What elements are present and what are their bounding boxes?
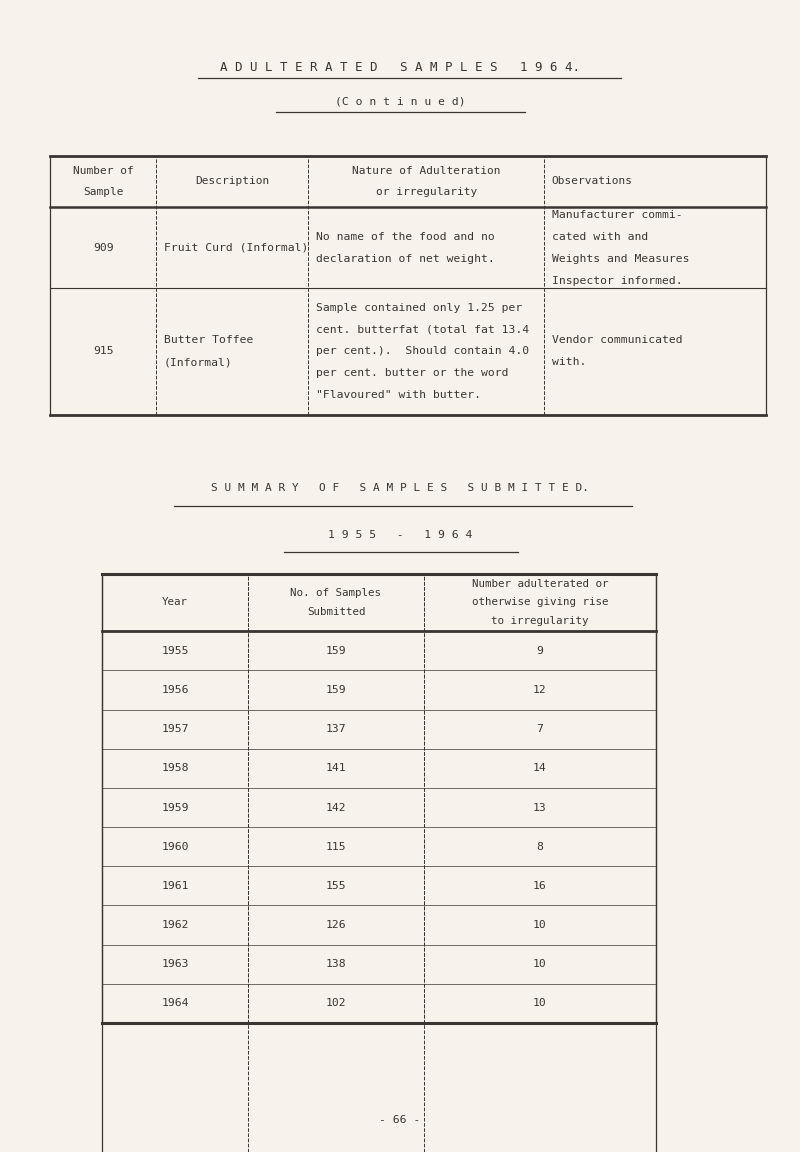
Text: 10: 10: [533, 920, 547, 930]
Text: 1960: 1960: [162, 842, 189, 851]
Text: 1956: 1956: [162, 685, 189, 695]
Text: Submitted: Submitted: [306, 607, 366, 616]
Text: per cent. butter or the word: per cent. butter or the word: [316, 369, 509, 378]
Text: Nature of Adulteration: Nature of Adulteration: [352, 166, 501, 176]
Text: 115: 115: [326, 842, 346, 851]
Text: 10: 10: [533, 999, 547, 1008]
Text: 102: 102: [326, 999, 346, 1008]
Text: 159: 159: [326, 646, 346, 655]
Text: No name of the food and no: No name of the food and no: [316, 232, 494, 242]
Text: 1958: 1958: [162, 764, 189, 773]
Text: 1961: 1961: [162, 881, 189, 890]
Text: Manufacturer commi-: Manufacturer commi-: [552, 210, 682, 220]
Text: (Informal): (Informal): [164, 357, 233, 367]
Text: "Flavoured" with butter.: "Flavoured" with butter.: [316, 391, 481, 400]
Text: cent. butterfat (total fat 13.4: cent. butterfat (total fat 13.4: [316, 325, 529, 334]
Text: 138: 138: [326, 960, 346, 969]
Text: cated with and: cated with and: [552, 232, 648, 242]
Text: 142: 142: [326, 803, 346, 812]
Text: per cent.).  Should contain 4.0: per cent.). Should contain 4.0: [316, 347, 529, 356]
Text: with.: with.: [552, 357, 586, 367]
Text: to irregularity: to irregularity: [491, 616, 589, 626]
Text: 915: 915: [93, 347, 114, 356]
Text: Fruit Curd (Informal): Fruit Curd (Informal): [164, 243, 308, 252]
Text: 159: 159: [326, 685, 346, 695]
Text: 1962: 1962: [162, 920, 189, 930]
Text: A D U L T E R A T E D   S A M P L E S   1 9 6 4.: A D U L T E R A T E D S A M P L E S 1 9 …: [220, 61, 580, 75]
Text: 1 9 5 5   -   1 9 6 4: 1 9 5 5 - 1 9 6 4: [328, 530, 472, 539]
Text: 14: 14: [533, 764, 547, 773]
Text: 16: 16: [533, 881, 547, 890]
Text: No. of Samples: No. of Samples: [290, 589, 382, 598]
Text: 1963: 1963: [162, 960, 189, 969]
Text: Sample contained only 1.25 per: Sample contained only 1.25 per: [316, 303, 522, 312]
Text: 12: 12: [533, 685, 547, 695]
Text: Vendor communicated: Vendor communicated: [552, 335, 682, 346]
Text: 141: 141: [326, 764, 346, 773]
Text: (C o n t i n u e d): (C o n t i n u e d): [334, 97, 466, 106]
Text: 1957: 1957: [162, 725, 189, 734]
Text: 137: 137: [326, 725, 346, 734]
Text: 1955: 1955: [162, 646, 189, 655]
Text: 10: 10: [533, 960, 547, 969]
Text: otherwise giving rise: otherwise giving rise: [472, 598, 608, 607]
Text: 7: 7: [537, 725, 543, 734]
Text: S U M M A R Y   O F   S A M P L E S   S U B M I T T E D.: S U M M A R Y O F S A M P L E S S U B M …: [211, 484, 589, 493]
Text: Year: Year: [162, 598, 188, 607]
Text: 126: 126: [326, 920, 346, 930]
Text: 1964: 1964: [162, 999, 189, 1008]
Text: declaration of net weight.: declaration of net weight.: [316, 253, 494, 264]
Text: - 66 -: - 66 -: [379, 1115, 421, 1124]
Text: Butter Toffee: Butter Toffee: [164, 335, 254, 346]
Text: 909: 909: [93, 243, 114, 252]
Text: 155: 155: [326, 881, 346, 890]
Text: 1959: 1959: [162, 803, 189, 812]
Text: 8: 8: [537, 842, 543, 851]
Text: Description: Description: [195, 176, 269, 187]
Text: or irregularity: or irregularity: [376, 187, 477, 197]
Text: 9: 9: [537, 646, 543, 655]
Text: Weights and Measures: Weights and Measures: [552, 253, 690, 264]
Text: Observations: Observations: [551, 176, 633, 187]
Text: Inspector informed.: Inspector informed.: [552, 275, 682, 286]
Text: Number of: Number of: [73, 166, 134, 176]
Text: Number adulterated or: Number adulterated or: [472, 579, 608, 589]
Text: Sample: Sample: [83, 187, 123, 197]
Text: 13: 13: [533, 803, 547, 812]
